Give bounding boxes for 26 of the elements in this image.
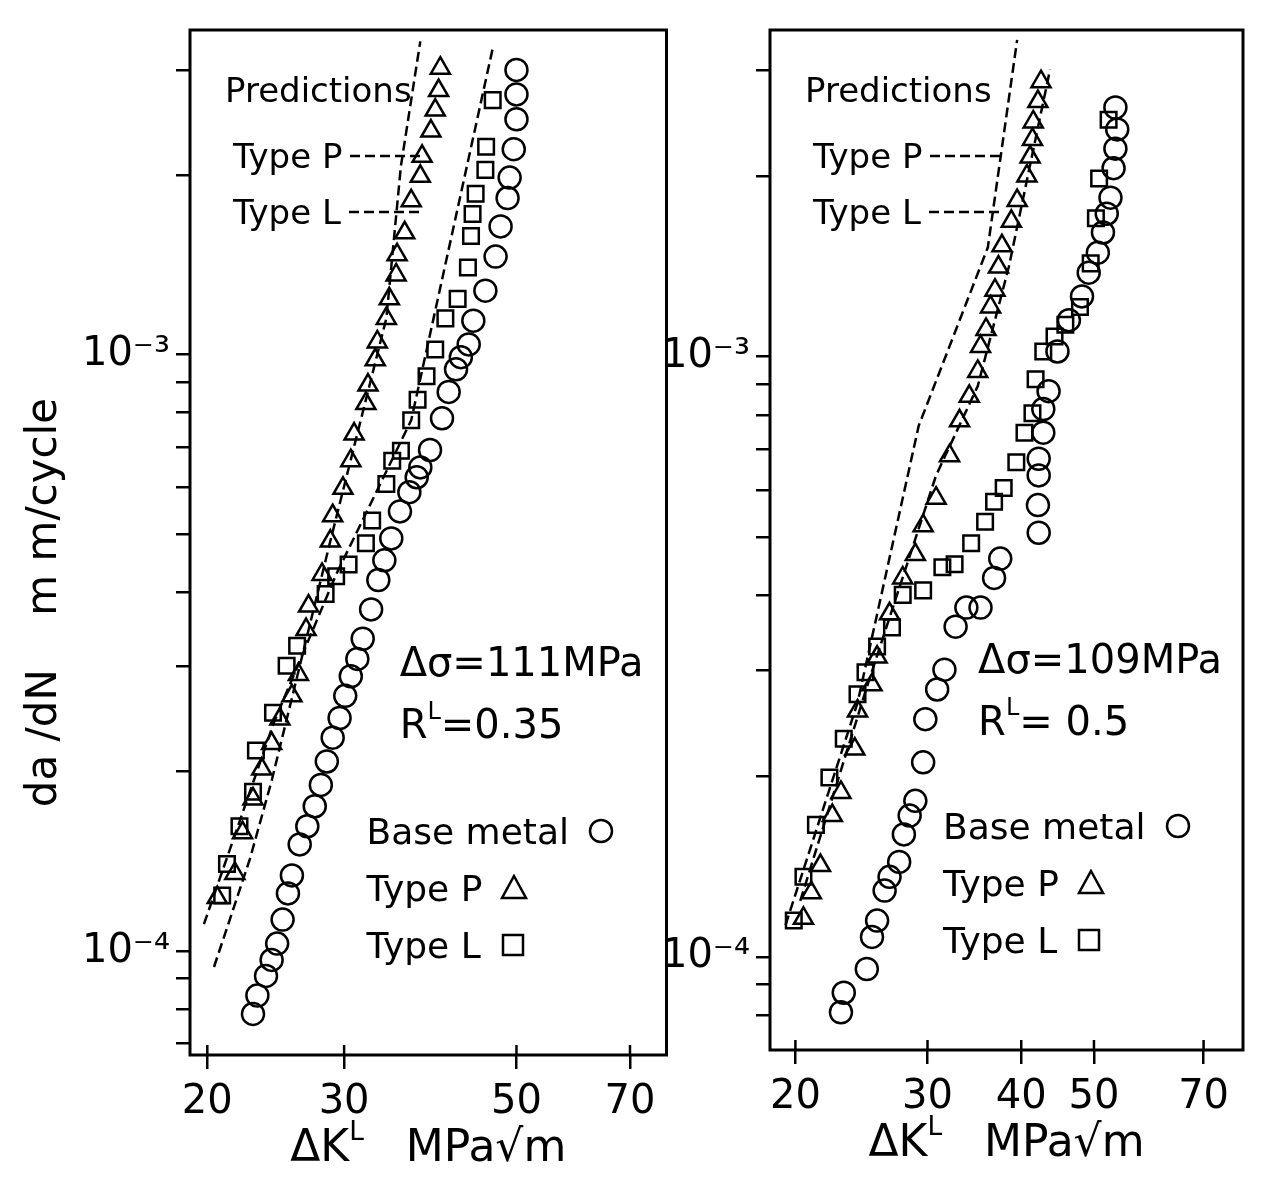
legend-label: Type P bbox=[943, 862, 1059, 904]
y-tick-label: 10⁻³ bbox=[661, 330, 750, 377]
y-tick-label: 10⁻³ bbox=[81, 328, 170, 374]
x-tick-label: 20 bbox=[181, 1076, 233, 1123]
annotation: Δσ=111MPa bbox=[399, 638, 644, 685]
y-axis-title: da /dN m m/cycle bbox=[16, 397, 66, 808]
annotation: Type L bbox=[233, 192, 341, 232]
annotation: Type P bbox=[233, 136, 343, 176]
legend-label: Base metal bbox=[943, 805, 1146, 847]
x-tick-label: 40 bbox=[995, 1071, 1047, 1118]
legend-label: Type P bbox=[366, 867, 483, 909]
annotation: Δσ=109MPa bbox=[978, 635, 1223, 682]
y-tick-label: 10⁻⁴ bbox=[81, 924, 170, 971]
x-tick-label: 70 bbox=[1178, 1071, 1230, 1118]
y-tick-label: 10⁻⁴ bbox=[661, 930, 750, 977]
legend-label: Base metal bbox=[366, 810, 569, 852]
x-tick-label: 50 bbox=[1068, 1071, 1120, 1118]
x-tick-label: 50 bbox=[491, 1076, 542, 1123]
x-tick-label: 20 bbox=[769, 1071, 821, 1118]
annotation: Type P bbox=[813, 136, 923, 176]
legend-label: Type L bbox=[943, 919, 1058, 961]
x-tick-label: 70 bbox=[604, 1076, 656, 1123]
legend-label: Type L bbox=[366, 924, 481, 966]
annotation: Type L bbox=[813, 192, 921, 232]
annotation: Predictions bbox=[225, 70, 413, 112]
annotation: Predictions bbox=[805, 70, 993, 112]
